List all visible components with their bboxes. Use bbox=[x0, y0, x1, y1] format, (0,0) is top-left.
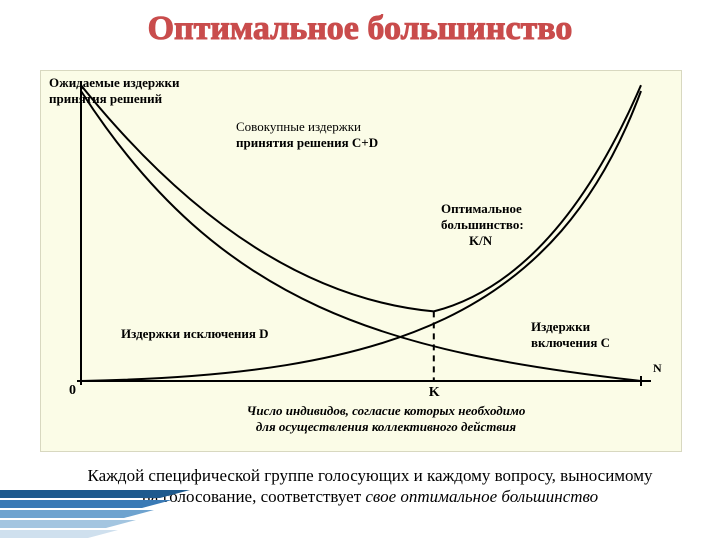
origin-label: 0 bbox=[69, 383, 76, 400]
decor-stripes bbox=[0, 480, 200, 560]
caption-em: свое оптимальное большинство bbox=[365, 487, 598, 506]
c-label-1: Издержки bbox=[531, 319, 590, 335]
c-label-2: включения C bbox=[531, 335, 610, 351]
k-label: K bbox=[429, 385, 440, 402]
n-label: N bbox=[653, 361, 662, 375]
x-axis-caption-2: для осуществления коллективного действия bbox=[171, 419, 601, 435]
sum-label-1: Совокупные издержки bbox=[236, 119, 361, 135]
chart-container: Ожидаемые издержки принятия решений Сово… bbox=[40, 70, 682, 452]
y-axis-label-2: принятия решений bbox=[49, 91, 162, 107]
opt-label-1: Оптимальное bbox=[441, 201, 522, 217]
y-axis-label-1: Ожидаемые издержки bbox=[49, 75, 180, 91]
opt-label-2: большинство: bbox=[441, 217, 524, 233]
x-axis-caption-1: Число индивидов, согласие которых необхо… bbox=[171, 403, 601, 419]
opt-label-3: K/N bbox=[469, 233, 492, 249]
d-label: Издержки исключения D bbox=[121, 326, 269, 342]
sum-label-2: принятия решения C+D bbox=[236, 135, 378, 151]
page-title: Оптимальное большинство bbox=[0, 10, 720, 48]
